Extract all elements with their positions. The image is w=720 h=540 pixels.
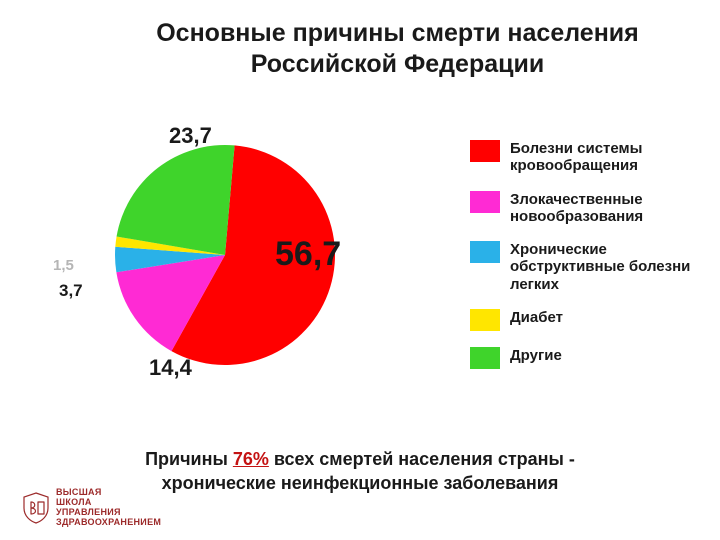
legend-swatch-2 <box>470 241 500 263</box>
caption-text-a: Причины <box>145 449 233 469</box>
legend-swatch-1 <box>470 191 500 213</box>
legend-text-3: Диабет <box>510 309 563 326</box>
pie-label-3: 1,5 <box>53 257 74 274</box>
pie-label-2: 3,7 <box>59 281 83 301</box>
caption-text-b: всех смертей населения страны - <box>269 449 575 469</box>
chart-title: Основные причины смерти населения Россий… <box>85 18 710 81</box>
pie-slice-4 <box>117 145 235 255</box>
legend-text-2: Хронические обструктивные болезни легких <box>510 241 710 293</box>
caption-text-c: хронические неинфекционные заболевания <box>162 473 559 493</box>
legend: Болезни системы кровообращения Злокачеств… <box>470 140 710 385</box>
logo: ВЫСШАЯ ШКОЛА УПРАВЛЕНИЯ ЗДРАВООХРАНЕНИЕМ <box>22 488 161 528</box>
legend-text-1: Злокачественные новообразования <box>510 191 710 226</box>
legend-row-2: Хронические обструктивные болезни легких <box>470 241 710 293</box>
pie-label-0: 56,7 <box>275 235 341 274</box>
legend-swatch-4 <box>470 347 500 369</box>
legend-row-4: Другие <box>470 347 710 369</box>
shield-icon <box>22 492 50 524</box>
legend-text-0: Болезни системы кровообращения <box>510 140 710 175</box>
legend-text-4: Другие <box>510 347 562 364</box>
pie-chart: 56,714,43,71,523,7 <box>95 125 355 385</box>
legend-row-0: Болезни системы кровообращения <box>470 140 710 175</box>
logo-line4: ЗДРАВООХРАНЕНИЕМ <box>56 518 161 528</box>
legend-swatch-3 <box>470 309 500 331</box>
pie-label-1: 14,4 <box>149 355 192 381</box>
legend-swatch-0 <box>470 140 500 162</box>
pie-label-4: 23,7 <box>169 123 212 149</box>
legend-row-1: Злокачественные новообразования <box>470 191 710 226</box>
caption-highlight: 76% <box>233 449 269 469</box>
legend-row-3: Диабет <box>470 309 710 331</box>
logo-text: ВЫСШАЯ ШКОЛА УПРАВЛЕНИЯ ЗДРАВООХРАНЕНИЕМ <box>56 488 161 528</box>
